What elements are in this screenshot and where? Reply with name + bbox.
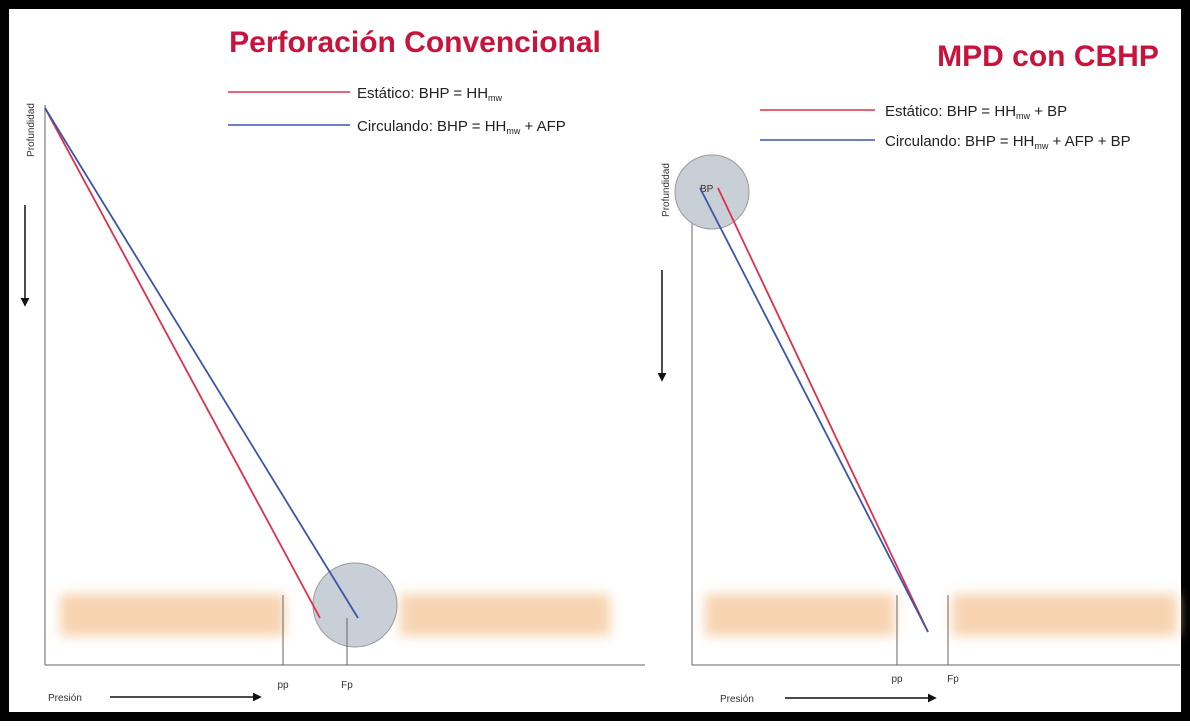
legend-part: Circulando: BHP = HH bbox=[357, 118, 506, 135]
formation-band bbox=[952, 594, 1177, 636]
highlight-circle bbox=[674, 154, 750, 230]
subscript: mw bbox=[506, 126, 520, 136]
legend-text: Estático: BHP = HHmw + BP bbox=[885, 103, 1067, 121]
marker-label: Fp bbox=[947, 674, 959, 685]
marker-label: pp bbox=[277, 680, 289, 691]
subscript: mw bbox=[1034, 141, 1048, 151]
subscript: mw bbox=[488, 93, 502, 103]
left-panel: Perforación Convencional Estático: BHP =… bbox=[20, 26, 645, 704]
legend-part: Estático: BHP = HH bbox=[357, 85, 488, 102]
circulating-line bbox=[699, 187, 929, 633]
x-axis-label: Presión bbox=[48, 693, 82, 704]
x-axis-label: Presión bbox=[720, 694, 754, 705]
highlight-circle bbox=[312, 562, 398, 648]
formation-band bbox=[60, 594, 285, 636]
circle-label: BP bbox=[700, 184, 714, 195]
subscript: mw bbox=[1016, 111, 1030, 121]
legend-part: + AFP + BP bbox=[1048, 133, 1130, 150]
legend-text: Estático: BHP = HHmw bbox=[357, 85, 503, 103]
marker-label: pp bbox=[891, 674, 903, 685]
panel-title: MPD con CBHP bbox=[937, 40, 1159, 73]
legend-part: Estático: BHP = HH bbox=[885, 103, 1016, 120]
formation-band bbox=[400, 594, 610, 636]
formation-band bbox=[705, 594, 895, 636]
panel-title: Perforación Convencional bbox=[229, 26, 601, 59]
legend-text: Circulando: BHP = HHmw + AFP bbox=[357, 118, 566, 136]
circulating-line bbox=[44, 107, 359, 619]
legend-part: + AFP bbox=[520, 118, 565, 135]
y-axis-label: Profundidad bbox=[661, 163, 672, 217]
legend-part: Circulando: BHP = HH bbox=[885, 133, 1034, 150]
right-panel: MPD con CBHP BP Estático: BHP = HHmw + B… bbox=[657, 40, 1180, 705]
marker-label: Fp bbox=[341, 680, 353, 691]
static-line bbox=[717, 187, 929, 633]
y-axis-label: Profundidad bbox=[26, 103, 37, 157]
legend-part: + BP bbox=[1030, 103, 1067, 120]
legend-text: Circulando: BHP = HHmw + AFP + BP bbox=[885, 133, 1131, 151]
static-line bbox=[44, 107, 321, 619]
